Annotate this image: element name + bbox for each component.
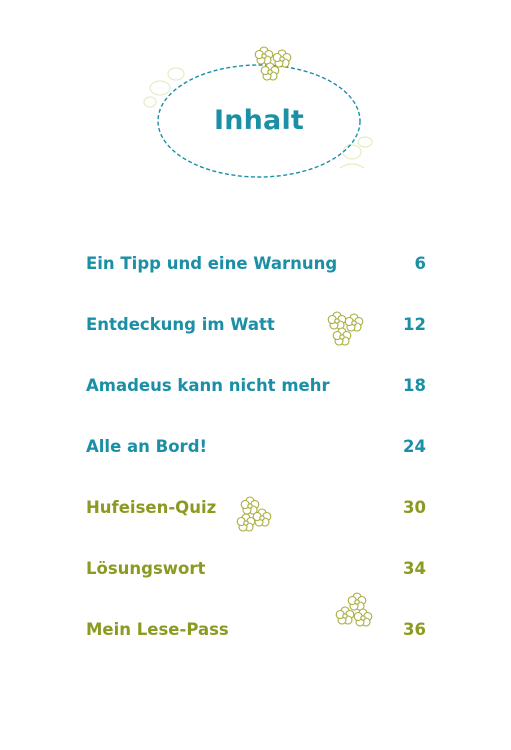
toc-entry[interactable]: Mein Lese-Pass 36 [86, 620, 426, 644]
toc-entry-label: Lösungswort [86, 559, 206, 578]
toc-entry[interactable]: Hufeisen-Quiz 30 [86, 498, 426, 522]
toc-entry[interactable]: Lösungswort 34 [86, 559, 426, 583]
toc-entry-label: Alle an Bord! [86, 437, 208, 456]
toc-entry-page: 24 [403, 437, 426, 456]
toc-entry-label: Ein Tipp und eine Warnung [86, 254, 338, 273]
toc-entry-page: 18 [403, 376, 426, 395]
toc-entry-page: 30 [403, 498, 426, 517]
toc-entry-label: Amadeus kann nicht mehr [86, 376, 330, 395]
toc-entry-page: 12 [403, 315, 426, 334]
toc-entry-label: Entdeckung im Watt [86, 315, 275, 334]
toc-entry-label: Hufeisen-Quiz [86, 498, 217, 517]
toc-entry[interactable]: Ein Tipp und eine Warnung 6 [86, 254, 426, 278]
flower-cluster-icon [335, 592, 373, 627]
page-title: Inhalt [213, 105, 305, 136]
flower-cluster-icon [236, 496, 272, 532]
toc-entry-page: 34 [403, 559, 426, 578]
toc-entry-page: 6 [414, 254, 426, 273]
flower-cluster-icon [327, 311, 364, 346]
toc-entry[interactable]: Entdeckung im Watt 12 [86, 315, 426, 339]
toc-entry-page: 36 [403, 620, 426, 639]
toc-entry[interactable]: Amadeus kann nicht mehr 18 [86, 376, 426, 400]
toc-entry[interactable]: Alle an Bord! 24 [86, 437, 426, 461]
title-frame [143, 46, 373, 178]
toc-entry-label: Mein Lese-Pass [86, 620, 229, 639]
title-ellipse [157, 64, 361, 178]
